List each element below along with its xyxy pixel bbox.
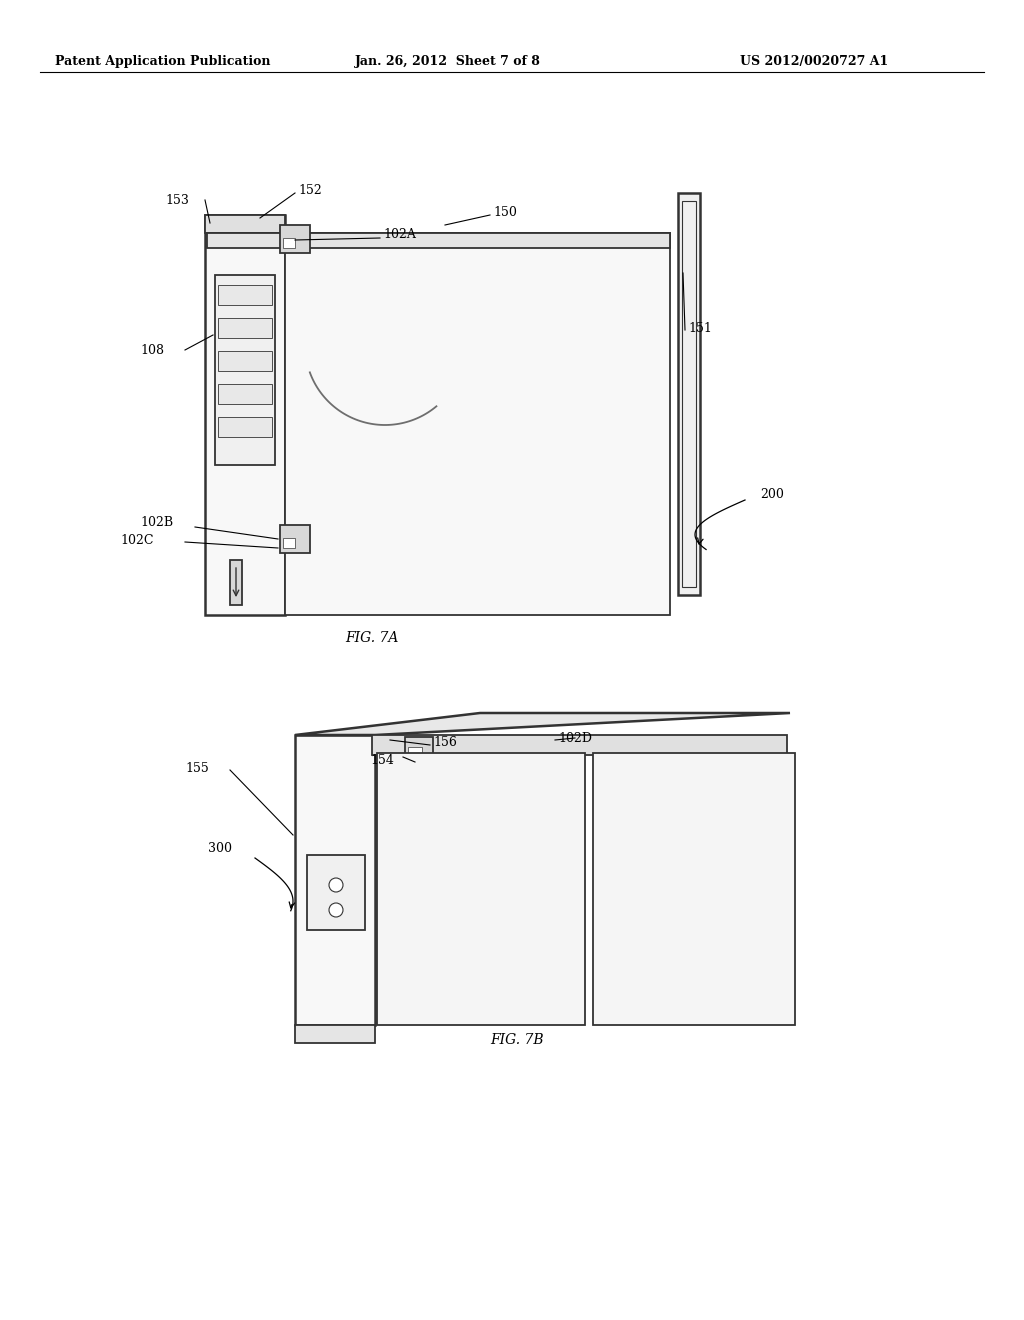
Bar [372,735,787,755]
Bar [218,318,272,338]
Bar [408,747,422,759]
Text: 152: 152 [298,183,322,197]
Text: FIG. 7A: FIG. 7A [345,631,398,645]
Bar [295,1026,375,1043]
Bar [218,384,272,404]
Text: 154: 154 [370,754,394,767]
Text: 153: 153 [165,194,188,206]
Text: 102C: 102C [120,533,154,546]
Text: 102D: 102D [558,731,592,744]
Bar [285,234,670,615]
Circle shape [329,878,343,892]
Bar [205,215,285,234]
Bar [682,201,696,587]
Bar [218,285,272,305]
Bar [280,525,310,553]
Bar [295,735,375,1026]
Polygon shape [295,713,790,735]
Text: 200: 200 [760,488,784,502]
Bar [593,752,795,1026]
Text: US 2012/0020727 A1: US 2012/0020727 A1 [740,55,888,69]
Text: Patent Application Publication: Patent Application Publication [55,55,270,69]
Bar [218,417,272,437]
Bar [678,193,700,595]
Bar [218,351,272,371]
Text: 102B: 102B [140,516,173,528]
Bar [307,855,365,931]
Text: 151: 151 [688,322,712,334]
Text: 155: 155 [185,762,209,775]
Bar [230,560,242,605]
Circle shape [329,903,343,917]
Bar [205,215,285,615]
Text: 150: 150 [493,206,517,219]
Bar [215,275,275,465]
Bar [207,234,670,248]
Text: 300: 300 [208,842,232,854]
Text: 102A: 102A [383,228,416,242]
Text: Jan. 26, 2012  Sheet 7 of 8: Jan. 26, 2012 Sheet 7 of 8 [355,55,541,69]
Bar [283,539,295,548]
Bar [406,737,433,766]
Bar [280,224,310,253]
Text: FIG. 7B: FIG. 7B [490,1034,544,1047]
Text: 156: 156 [433,737,457,750]
Text: 108: 108 [140,343,164,356]
Bar [377,752,585,1026]
Bar [283,238,295,248]
